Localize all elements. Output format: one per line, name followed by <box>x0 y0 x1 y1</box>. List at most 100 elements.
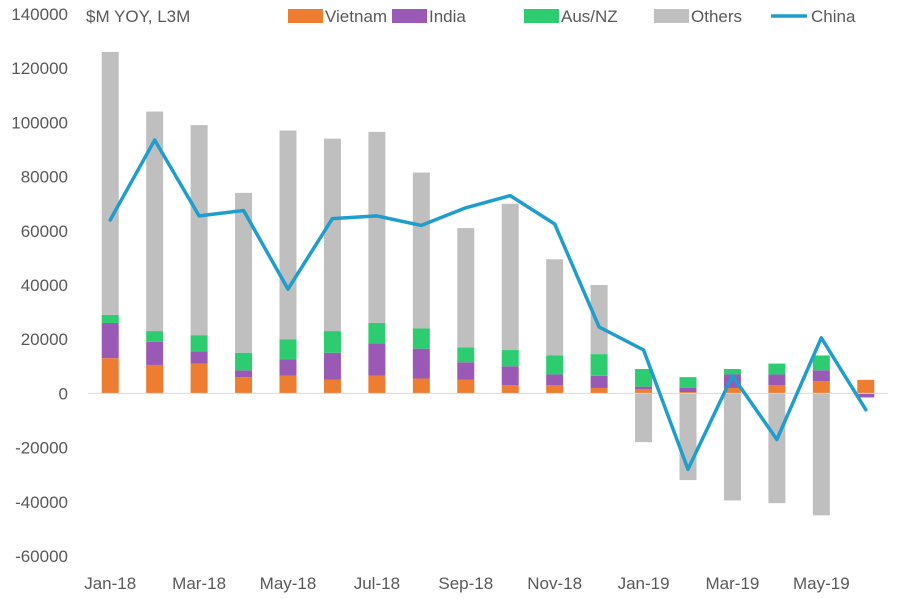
bar-others-jan-19 <box>635 393 653 443</box>
bar-india-may-18 <box>279 359 297 376</box>
x-tick-label: Mar-19 <box>706 574 760 593</box>
bar-vietnam-jul-18 <box>368 375 386 394</box>
bars-layer <box>101 51 875 516</box>
y-tick-label: 120000 <box>11 59 68 78</box>
x-tick-label: May-19 <box>793 574 850 593</box>
legend: Vietnam India Aus/NZ Others China <box>288 7 856 26</box>
bar-aus-nz-jan-19 <box>635 369 653 387</box>
bar-vietnam-feb-19 <box>679 392 697 394</box>
bar-india-feb-18 <box>146 341 164 365</box>
x-tick-label: Jan-18 <box>84 574 136 593</box>
x-tick-label: Jan-19 <box>618 574 670 593</box>
bar-india-apr-19 <box>768 374 786 386</box>
bar-india-feb-19 <box>679 387 697 393</box>
bar-others-sep-18 <box>457 228 475 348</box>
y-tick-label: 60000 <box>21 222 68 241</box>
bar-india-jan-19 <box>635 386 653 390</box>
bar-vietnam-aug-18 <box>412 378 430 394</box>
bar-india-oct-18 <box>501 366 519 386</box>
bar-india-mar-18 <box>190 351 208 364</box>
x-tick-label: Jul-18 <box>354 574 400 593</box>
bar-vietnam-jun-19 <box>857 379 875 394</box>
bar-others-dec-18 <box>590 285 608 355</box>
legend-swatch-india <box>392 9 427 23</box>
legend-swatch-others <box>654 9 689 23</box>
x-tick-label: May-18 <box>260 574 317 593</box>
bar-india-sep-18 <box>457 362 475 380</box>
bar-aus-nz-aug-18 <box>412 328 430 349</box>
y-tick-label: 40000 <box>21 276 68 295</box>
bar-aus-nz-apr-18 <box>235 352 253 371</box>
bar-vietnam-jun-18 <box>323 379 341 394</box>
bar-india-aug-18 <box>412 348 430 379</box>
legend-item-india: India <box>392 7 466 26</box>
legend-item-others: Others <box>654 7 742 26</box>
bar-india-jul-18 <box>368 343 386 376</box>
bar-vietnam-apr-19 <box>768 385 786 394</box>
bar-vietnam-jan-18 <box>101 358 119 394</box>
bar-others-may-18 <box>279 130 297 340</box>
bar-others-mar-18 <box>190 125 208 336</box>
y-tick-label: 0 <box>59 384 68 403</box>
bar-aus-nz-nov-18 <box>546 355 564 375</box>
bar-vietnam-mar-18 <box>190 363 208 394</box>
bar-others-apr-18 <box>235 192 253 353</box>
legend-label-india: India <box>429 7 466 26</box>
bar-aus-nz-apr-19 <box>768 363 786 375</box>
legend-item-aus-nz: Aus/NZ <box>524 7 618 26</box>
legend-item-china: China <box>771 7 856 26</box>
x-tick-label: Sep-18 <box>438 574 493 593</box>
bar-india-may-19 <box>812 370 830 382</box>
unit-label: $M YOY, L3M <box>86 7 190 26</box>
bar-india-jun-19 <box>857 393 875 398</box>
bar-others-jul-18 <box>368 131 386 323</box>
bar-aus-nz-feb-19 <box>679 377 697 388</box>
x-tick-label: Nov-18 <box>527 574 582 593</box>
legend-label-china: China <box>811 7 856 26</box>
bar-aus-nz-may-19 <box>812 355 830 371</box>
y-tick-label: -40000 <box>15 493 68 512</box>
x-tick-label: Mar-18 <box>172 574 226 593</box>
bar-vietnam-dec-18 <box>590 387 608 394</box>
y-axis-ticks: 140000 120000 100000 80000 60000 40000 20000 0 -… <box>11 5 68 566</box>
bar-others-apr-19 <box>768 393 786 504</box>
bar-aus-nz-jul-18 <box>368 322 386 344</box>
bar-aus-nz-may-18 <box>279 339 297 360</box>
bar-aus-nz-jan-18 <box>101 314 119 323</box>
bar-aus-nz-jun-18 <box>323 331 341 353</box>
bar-others-mar-19 <box>723 393 741 501</box>
bar-vietnam-nov-18 <box>546 385 564 394</box>
bar-others-may-19 <box>812 393 830 516</box>
bar-others-feb-18 <box>146 111 164 332</box>
legend-label-others: Others <box>691 7 742 26</box>
bar-vietnam-mar-19 <box>723 387 741 394</box>
legend-label-aus-nz: Aus/NZ <box>561 7 618 26</box>
bar-vietnam-may-18 <box>279 375 297 394</box>
bar-aus-nz-sep-18 <box>457 347 475 363</box>
bar-india-nov-18 <box>546 374 564 386</box>
bar-vietnam-oct-18 <box>501 385 519 394</box>
bar-vietnam-may-19 <box>812 381 830 394</box>
y-tick-label: 100000 <box>11 113 68 132</box>
bar-aus-nz-dec-18 <box>590 354 608 376</box>
legend-item-vietnam: Vietnam <box>288 7 387 26</box>
legend-swatch-vietnam <box>288 9 323 23</box>
bar-aus-nz-oct-18 <box>501 350 519 367</box>
bar-others-nov-18 <box>546 259 564 356</box>
bar-vietnam-feb-18 <box>146 364 164 394</box>
y-tick-label: 80000 <box>21 168 68 187</box>
y-tick-label: 20000 <box>21 330 68 349</box>
bar-others-oct-18 <box>501 203 519 351</box>
bar-vietnam-sep-18 <box>457 379 475 394</box>
legend-label-vietnam: Vietnam <box>325 7 387 26</box>
bar-india-dec-18 <box>590 375 608 388</box>
bar-india-jan-18 <box>101 322 119 359</box>
bar-others-jun-18 <box>323 138 341 332</box>
bar-others-aug-18 <box>412 172 430 329</box>
bar-vietnam-apr-18 <box>235 377 253 394</box>
y-tick-label: 140000 <box>11 5 68 24</box>
x-axis-ticks: Jan-18 Mar-18 May-18 Jul-18 Sep-18 Nov-18 Jan-… <box>84 574 849 593</box>
bar-india-jun-18 <box>323 352 341 380</box>
series-line-china <box>108 138 868 472</box>
